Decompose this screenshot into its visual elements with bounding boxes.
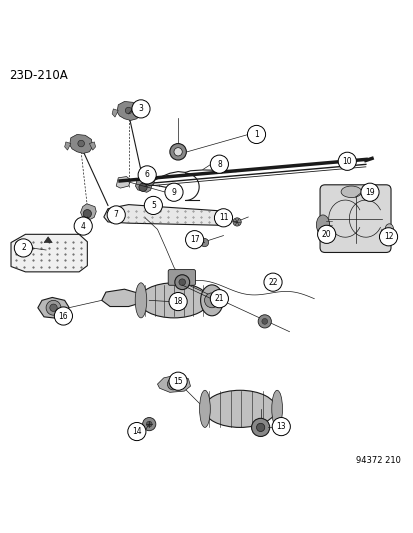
Circle shape <box>256 423 264 432</box>
Text: 13: 13 <box>276 422 285 431</box>
Text: 12: 12 <box>383 232 392 241</box>
Circle shape <box>210 289 228 308</box>
Text: 19: 19 <box>364 188 374 197</box>
Ellipse shape <box>317 224 325 234</box>
Polygon shape <box>38 297 69 319</box>
Circle shape <box>167 378 178 390</box>
Circle shape <box>138 166 156 184</box>
Text: 1: 1 <box>254 130 258 139</box>
Circle shape <box>251 418 269 437</box>
Polygon shape <box>135 177 152 192</box>
Ellipse shape <box>316 215 329 235</box>
Circle shape <box>146 178 154 185</box>
FancyBboxPatch shape <box>168 270 195 285</box>
Circle shape <box>74 217 92 235</box>
FancyBboxPatch shape <box>319 185 390 253</box>
Text: 18: 18 <box>173 297 183 306</box>
Text: 8: 8 <box>216 160 221 168</box>
Circle shape <box>200 238 208 247</box>
Polygon shape <box>137 109 143 117</box>
Text: 17: 17 <box>189 235 199 244</box>
Text: 4: 4 <box>81 222 85 231</box>
Polygon shape <box>89 142 95 150</box>
Circle shape <box>169 293 187 311</box>
Circle shape <box>178 279 185 286</box>
Polygon shape <box>64 142 71 150</box>
Text: 94372 210: 94372 210 <box>355 456 400 465</box>
Circle shape <box>139 183 147 191</box>
Polygon shape <box>102 289 145 306</box>
Circle shape <box>125 107 132 114</box>
Text: 6: 6 <box>145 171 149 180</box>
Circle shape <box>261 319 267 324</box>
Circle shape <box>337 152 356 171</box>
Circle shape <box>233 218 241 226</box>
Ellipse shape <box>199 390 210 427</box>
Circle shape <box>83 209 91 218</box>
Text: 22: 22 <box>268 278 277 287</box>
Polygon shape <box>69 134 93 154</box>
Circle shape <box>128 423 145 441</box>
Circle shape <box>144 196 162 214</box>
Circle shape <box>107 206 125 224</box>
Circle shape <box>360 183 378 201</box>
Text: 11: 11 <box>218 213 228 222</box>
Circle shape <box>132 100 150 118</box>
Circle shape <box>247 125 265 143</box>
Circle shape <box>204 293 219 308</box>
Text: 10: 10 <box>342 157 351 166</box>
Ellipse shape <box>139 283 209 318</box>
Circle shape <box>78 140 84 147</box>
Circle shape <box>146 421 152 427</box>
Polygon shape <box>81 204 96 219</box>
Text: 14: 14 <box>132 427 141 436</box>
Circle shape <box>185 231 203 249</box>
Circle shape <box>258 315 271 328</box>
Circle shape <box>169 143 186 160</box>
Polygon shape <box>44 237 52 243</box>
Polygon shape <box>116 176 131 188</box>
Ellipse shape <box>385 224 392 234</box>
Circle shape <box>317 225 335 244</box>
Circle shape <box>164 183 183 201</box>
Text: 9: 9 <box>171 188 176 197</box>
Circle shape <box>173 148 182 156</box>
Ellipse shape <box>271 390 282 427</box>
Circle shape <box>263 273 281 291</box>
Text: 21: 21 <box>214 294 223 303</box>
Text: 16: 16 <box>59 311 68 320</box>
Circle shape <box>54 307 72 325</box>
Text: 2: 2 <box>21 244 26 253</box>
Circle shape <box>210 155 228 173</box>
Circle shape <box>379 228 396 246</box>
Circle shape <box>142 417 155 431</box>
Circle shape <box>50 304 57 311</box>
Text: 5: 5 <box>151 201 155 210</box>
Circle shape <box>14 239 32 257</box>
Circle shape <box>174 274 189 289</box>
Ellipse shape <box>204 390 275 427</box>
Ellipse shape <box>135 283 146 318</box>
Polygon shape <box>104 205 225 225</box>
Polygon shape <box>157 375 190 392</box>
Circle shape <box>271 417 290 435</box>
Polygon shape <box>11 235 87 272</box>
Text: 20: 20 <box>321 230 331 239</box>
Ellipse shape <box>340 186 361 198</box>
Circle shape <box>169 372 187 390</box>
Circle shape <box>214 209 232 227</box>
Text: 23D-210A: 23D-210A <box>9 69 68 82</box>
Text: 7: 7 <box>114 211 119 220</box>
Text: 3: 3 <box>138 104 143 114</box>
Polygon shape <box>117 101 140 120</box>
Circle shape <box>46 300 61 315</box>
Polygon shape <box>112 109 118 117</box>
Ellipse shape <box>200 285 223 316</box>
Text: 15: 15 <box>173 377 183 386</box>
